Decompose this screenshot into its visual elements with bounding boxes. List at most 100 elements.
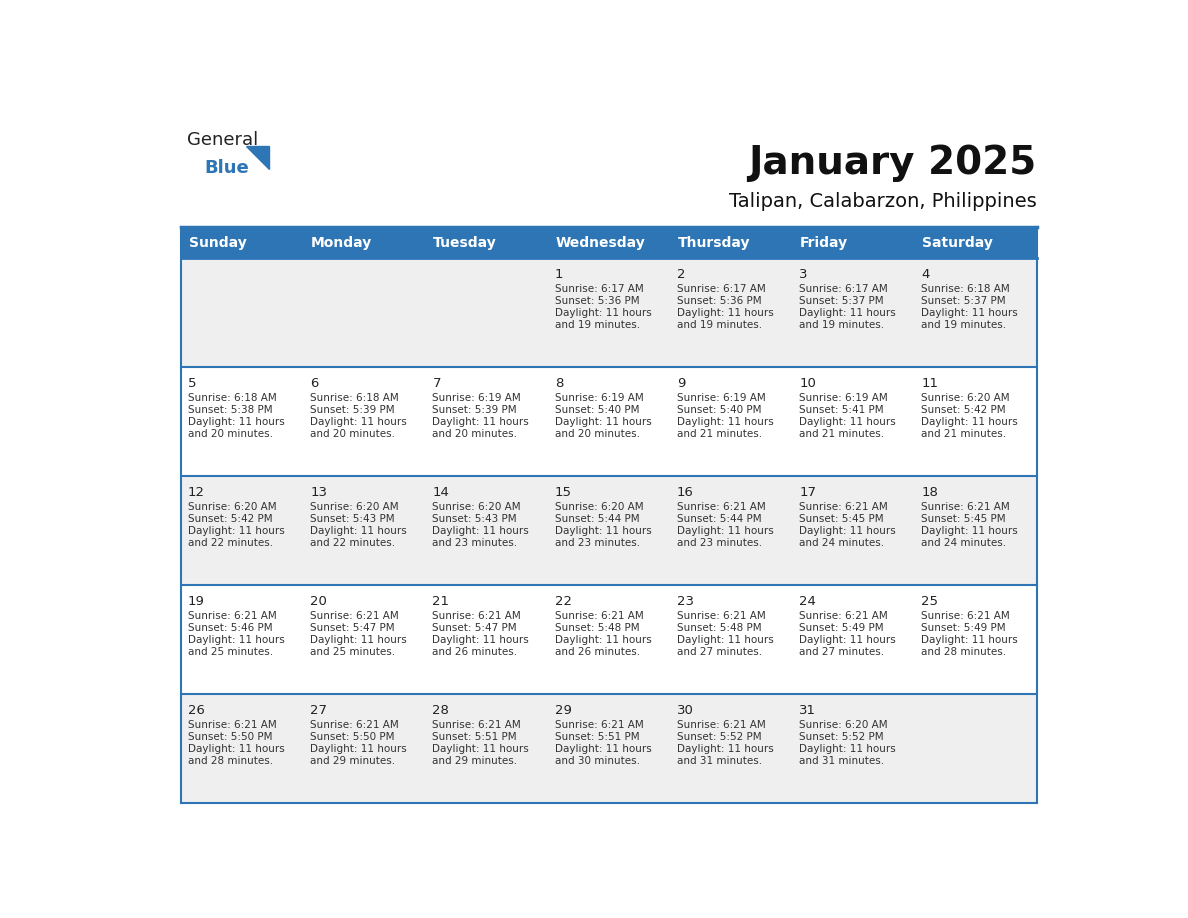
- Text: Sunset: 5:46 PM: Sunset: 5:46 PM: [188, 623, 273, 633]
- Text: and 31 minutes.: and 31 minutes.: [677, 756, 762, 767]
- Text: 11: 11: [922, 377, 939, 390]
- Text: 16: 16: [677, 486, 694, 499]
- Text: Sunset: 5:42 PM: Sunset: 5:42 PM: [922, 405, 1006, 415]
- Text: Sunset: 5:45 PM: Sunset: 5:45 PM: [922, 514, 1006, 524]
- Text: Daylight: 11 hours: Daylight: 11 hours: [310, 635, 407, 645]
- Text: Sunset: 5:48 PM: Sunset: 5:48 PM: [677, 623, 762, 633]
- Text: Sunset: 5:42 PM: Sunset: 5:42 PM: [188, 514, 273, 524]
- Text: Daylight: 11 hours: Daylight: 11 hours: [432, 635, 529, 645]
- Text: Sunrise: 6:18 AM: Sunrise: 6:18 AM: [188, 393, 277, 403]
- Text: Blue: Blue: [204, 160, 249, 177]
- Text: 8: 8: [555, 377, 563, 390]
- Text: Daylight: 11 hours: Daylight: 11 hours: [555, 417, 651, 427]
- Text: Sunrise: 6:21 AM: Sunrise: 6:21 AM: [677, 611, 766, 621]
- Text: Daylight: 11 hours: Daylight: 11 hours: [188, 526, 285, 536]
- Bar: [181, 367, 1037, 476]
- Text: 31: 31: [800, 704, 816, 717]
- Text: Sunrise: 6:20 AM: Sunrise: 6:20 AM: [922, 393, 1010, 403]
- Text: Daylight: 11 hours: Daylight: 11 hours: [555, 744, 651, 755]
- Text: Thursday: Thursday: [677, 236, 750, 250]
- Text: Sunrise: 6:21 AM: Sunrise: 6:21 AM: [800, 502, 887, 512]
- Text: and 29 minutes.: and 29 minutes.: [432, 756, 518, 767]
- Bar: [792, 227, 915, 258]
- Text: Daylight: 11 hours: Daylight: 11 hours: [800, 308, 896, 318]
- Text: Daylight: 11 hours: Daylight: 11 hours: [922, 526, 1018, 536]
- Text: Sunrise: 6:18 AM: Sunrise: 6:18 AM: [310, 393, 399, 403]
- Text: Sunset: 5:41 PM: Sunset: 5:41 PM: [800, 405, 884, 415]
- Text: 12: 12: [188, 486, 206, 499]
- Text: Sunset: 5:40 PM: Sunset: 5:40 PM: [677, 405, 762, 415]
- Text: 14: 14: [432, 486, 449, 499]
- Text: Daylight: 11 hours: Daylight: 11 hours: [432, 744, 529, 755]
- Text: Daylight: 11 hours: Daylight: 11 hours: [555, 635, 651, 645]
- Text: and 27 minutes.: and 27 minutes.: [677, 647, 762, 657]
- Text: and 19 minutes.: and 19 minutes.: [555, 320, 640, 330]
- Text: and 26 minutes.: and 26 minutes.: [432, 647, 518, 657]
- Text: 19: 19: [188, 595, 204, 608]
- Bar: [181, 585, 1037, 694]
- Text: Daylight: 11 hours: Daylight: 11 hours: [800, 526, 896, 536]
- Text: Sunset: 5:44 PM: Sunset: 5:44 PM: [555, 514, 639, 524]
- Text: Sunday: Sunday: [189, 236, 247, 250]
- Text: and 23 minutes.: and 23 minutes.: [677, 538, 762, 548]
- Text: Sunrise: 6:21 AM: Sunrise: 6:21 AM: [188, 611, 277, 621]
- Text: and 20 minutes.: and 20 minutes.: [555, 429, 639, 439]
- Text: Sunrise: 6:20 AM: Sunrise: 6:20 AM: [188, 502, 277, 512]
- Text: Daylight: 11 hours: Daylight: 11 hours: [432, 417, 529, 427]
- Text: Daylight: 11 hours: Daylight: 11 hours: [922, 308, 1018, 318]
- Text: Sunrise: 6:20 AM: Sunrise: 6:20 AM: [555, 502, 644, 512]
- Text: Sunrise: 6:19 AM: Sunrise: 6:19 AM: [800, 393, 887, 403]
- Text: Sunrise: 6:20 AM: Sunrise: 6:20 AM: [310, 502, 399, 512]
- Text: Sunrise: 6:19 AM: Sunrise: 6:19 AM: [555, 393, 644, 403]
- Text: Sunset: 5:50 PM: Sunset: 5:50 PM: [188, 733, 272, 743]
- Text: Daylight: 11 hours: Daylight: 11 hours: [922, 635, 1018, 645]
- Text: Daylight: 11 hours: Daylight: 11 hours: [310, 417, 407, 427]
- Text: 9: 9: [677, 377, 685, 390]
- Text: Wednesday: Wednesday: [556, 236, 645, 250]
- Text: 28: 28: [432, 704, 449, 717]
- Text: 17: 17: [800, 486, 816, 499]
- Text: Sunrise: 6:21 AM: Sunrise: 6:21 AM: [188, 721, 277, 731]
- Text: Talipan, Calabarzon, Philippines: Talipan, Calabarzon, Philippines: [729, 192, 1037, 210]
- Text: Sunrise: 6:21 AM: Sunrise: 6:21 AM: [432, 611, 522, 621]
- Bar: [181, 476, 1037, 585]
- Text: 23: 23: [677, 595, 694, 608]
- Text: Daylight: 11 hours: Daylight: 11 hours: [800, 635, 896, 645]
- Bar: [181, 694, 1037, 803]
- Text: and 20 minutes.: and 20 minutes.: [432, 429, 518, 439]
- Text: Friday: Friday: [800, 236, 848, 250]
- Text: Sunrise: 6:20 AM: Sunrise: 6:20 AM: [432, 502, 522, 512]
- Text: Sunset: 5:43 PM: Sunset: 5:43 PM: [310, 514, 394, 524]
- Text: 26: 26: [188, 704, 204, 717]
- Text: 10: 10: [800, 377, 816, 390]
- Text: and 22 minutes.: and 22 minutes.: [310, 538, 396, 548]
- Text: Sunset: 5:39 PM: Sunset: 5:39 PM: [432, 405, 517, 415]
- Text: Daylight: 11 hours: Daylight: 11 hours: [555, 308, 651, 318]
- Text: Sunset: 5:49 PM: Sunset: 5:49 PM: [800, 623, 884, 633]
- Text: 1: 1: [555, 268, 563, 281]
- Text: 7: 7: [432, 377, 441, 390]
- Text: and 23 minutes.: and 23 minutes.: [432, 538, 518, 548]
- Text: 2: 2: [677, 268, 685, 281]
- Text: Sunrise: 6:21 AM: Sunrise: 6:21 AM: [677, 721, 766, 731]
- Text: and 27 minutes.: and 27 minutes.: [800, 647, 884, 657]
- Text: 13: 13: [310, 486, 327, 499]
- Text: and 21 minutes.: and 21 minutes.: [922, 429, 1006, 439]
- Text: and 21 minutes.: and 21 minutes.: [800, 429, 884, 439]
- Text: Sunrise: 6:21 AM: Sunrise: 6:21 AM: [555, 611, 644, 621]
- Bar: [425, 227, 548, 258]
- Text: and 20 minutes.: and 20 minutes.: [188, 429, 273, 439]
- Text: Daylight: 11 hours: Daylight: 11 hours: [677, 526, 773, 536]
- Bar: [670, 227, 792, 258]
- Text: 18: 18: [922, 486, 939, 499]
- Text: and 19 minutes.: and 19 minutes.: [800, 320, 884, 330]
- Bar: [303, 227, 425, 258]
- Text: 3: 3: [800, 268, 808, 281]
- Text: Tuesday: Tuesday: [434, 236, 497, 250]
- Text: Sunset: 5:47 PM: Sunset: 5:47 PM: [310, 623, 394, 633]
- Text: Sunset: 5:38 PM: Sunset: 5:38 PM: [188, 405, 273, 415]
- Text: 4: 4: [922, 268, 930, 281]
- Text: Sunrise: 6:21 AM: Sunrise: 6:21 AM: [432, 721, 522, 731]
- Text: and 29 minutes.: and 29 minutes.: [310, 756, 396, 767]
- Text: Sunset: 5:45 PM: Sunset: 5:45 PM: [800, 514, 884, 524]
